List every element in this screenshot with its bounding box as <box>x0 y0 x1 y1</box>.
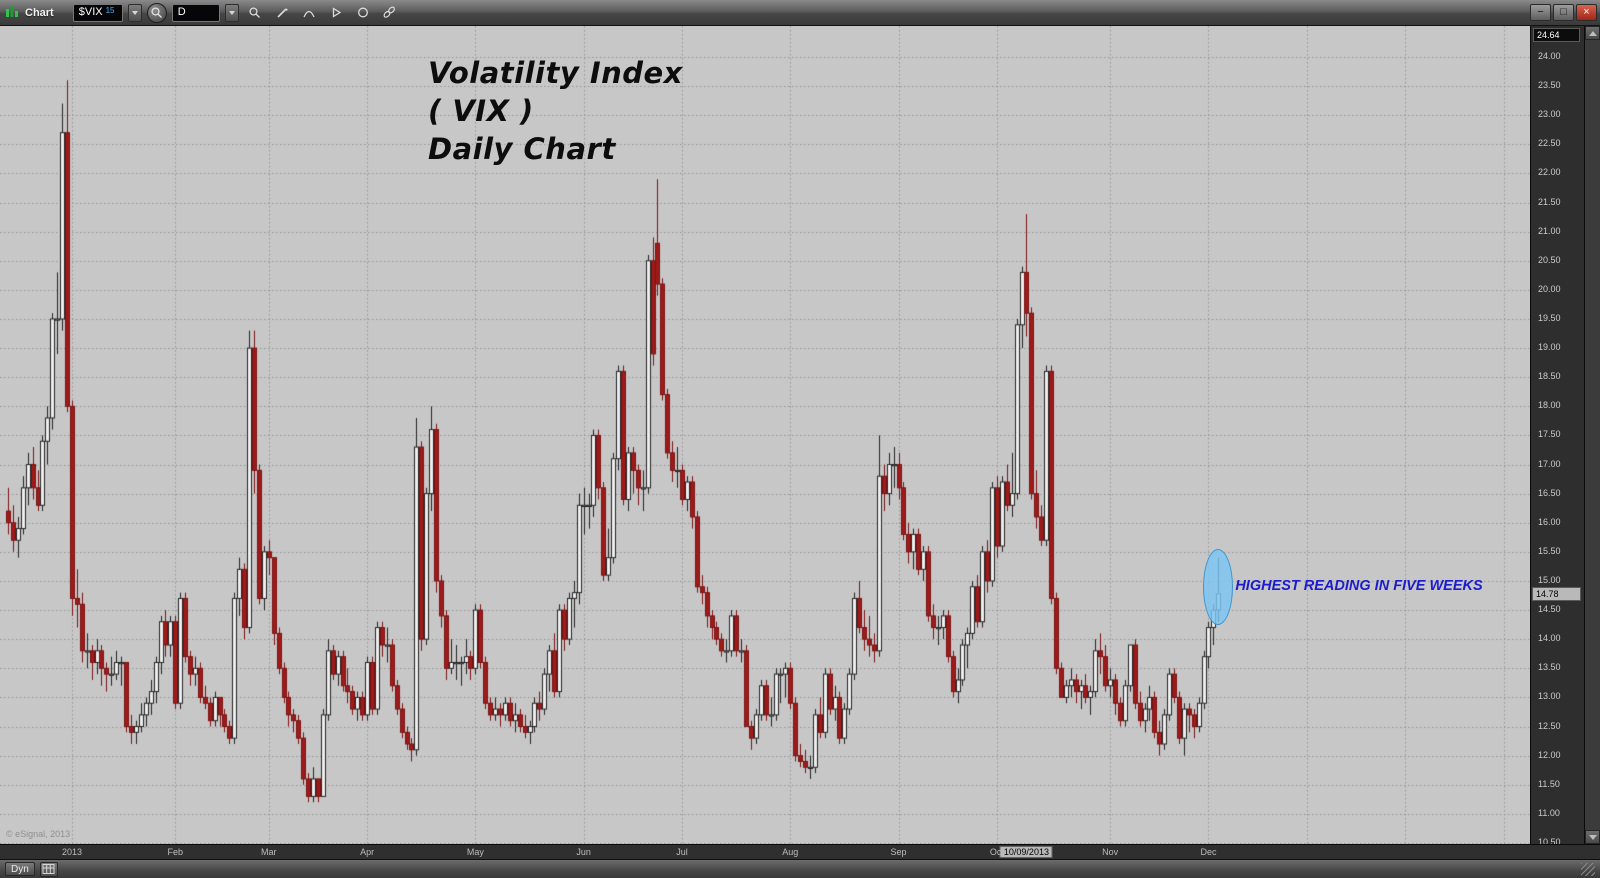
window-controls: − □ × <box>1530 4 1597 21</box>
window-title: Chart <box>25 6 54 19</box>
vertical-scrollbar[interactable] <box>1584 26 1600 844</box>
minimize-button[interactable]: − <box>1530 4 1551 21</box>
price-tick-label: 16.00 <box>1538 516 1561 527</box>
month-tick-label: Aug <box>782 847 799 857</box>
month-tick-label: Mar <box>261 847 277 857</box>
esignal-watermark: © eSignal, 2013 <box>6 829 71 839</box>
interval-dropdown[interactable] <box>224 3 239 22</box>
price-tick-label: 22.50 <box>1538 138 1561 149</box>
status-bar: Dyn <box>0 859 1600 878</box>
price-tick-label: 18.00 <box>1538 400 1561 411</box>
chart-title-line: ( VIX ) <box>428 94 534 128</box>
chevron-down-icon <box>131 10 138 15</box>
price-tick-label: 23.50 <box>1538 80 1561 91</box>
interval-input[interactable]: D <box>171 3 220 22</box>
price-tick-label: 19.50 <box>1538 312 1561 323</box>
link-button[interactable] <box>379 3 401 23</box>
price-marker-top: 24.64 <box>1533 28 1580 42</box>
month-tick-label: Sep <box>890 847 907 857</box>
price-tick-label: 21.00 <box>1538 225 1561 236</box>
close-button[interactable]: × <box>1576 4 1597 21</box>
arc-tool-button[interactable] <box>298 3 320 23</box>
price-tick-label: 23.00 <box>1538 109 1561 120</box>
price-tick-label: 13.00 <box>1538 691 1561 702</box>
restore-button[interactable]: □ <box>1553 4 1574 21</box>
price-tick-label: 21.50 <box>1538 196 1561 207</box>
price-tick-label: 16.50 <box>1538 487 1561 498</box>
highlight-annotation: HIGHEST READING IN FIVE WEEKS <box>1235 577 1483 594</box>
price-tick-label: 24.00 <box>1538 51 1561 61</box>
month-tick-label: Jul <box>676 847 688 857</box>
grid-button[interactable] <box>39 861 58 877</box>
symbol-interval-badge: 15 <box>105 5 115 15</box>
chart-annotation-title: Volatility Index ( VIX ) Daily Chart <box>428 54 683 168</box>
price-tick-label: 17.50 <box>1538 429 1561 440</box>
candlestick-canvas[interactable] <box>0 26 1530 844</box>
price-tick-label: 17.00 <box>1538 458 1561 469</box>
month-tick-label: 2013 <box>61 847 82 857</box>
chart-plot-area[interactable]: Volatility Index ( VIX ) Daily Chart HIG… <box>0 26 1530 844</box>
price-tick-label: 11.50 <box>1538 778 1560 789</box>
play-button[interactable] <box>325 3 347 23</box>
grid-icon <box>42 864 55 874</box>
crosshair-date-label: 10/09/2013 <box>999 846 1053 858</box>
symbol-dropdown[interactable] <box>127 3 142 22</box>
scroll-down-button[interactable] <box>1585 830 1600 844</box>
price-tick-label: 14.50 <box>1538 604 1561 615</box>
arc-tool-icon <box>303 10 315 18</box>
month-tick-label: Jun <box>576 847 591 857</box>
titlebar: Chart $VIX 15 D − □ × <box>0 0 1600 26</box>
price-tick-label: 10.50 <box>1538 836 1561 847</box>
price-tick-label: 22.00 <box>1538 167 1561 178</box>
app-icon <box>5 5 20 20</box>
price-tick-label: 18.50 <box>1538 371 1561 382</box>
month-tick-label: Nov <box>1102 847 1119 857</box>
symbol-value: $VIX <box>78 5 103 18</box>
price-tick-label: 19.00 <box>1538 342 1561 353</box>
play-icon <box>332 7 341 18</box>
record-button[interactable] <box>352 3 374 23</box>
scroll-up-button[interactable] <box>1585 26 1600 40</box>
price-tick-label: 15.00 <box>1538 574 1561 585</box>
month-tick-label: Oct <box>989 847 1004 857</box>
month-tick-label: Dec <box>1200 847 1217 857</box>
chart-title-line: Volatility Index <box>428 56 683 90</box>
symbol-search-icon <box>151 6 162 18</box>
zoom-button[interactable] <box>244 3 266 23</box>
price-tick-label: 13.50 <box>1538 662 1561 673</box>
price-axis[interactable]: 24.64 14.78 24.00 23.50 23.00 22.50 22.00 21.… <box>1530 26 1584 847</box>
month-tick-label: Feb <box>167 847 184 857</box>
dyn-button[interactable]: Dyn <box>5 862 35 876</box>
price-tick-label: 14.00 <box>1538 633 1561 644</box>
chevron-down-icon <box>228 10 235 15</box>
price-tick-label: 12.50 <box>1538 720 1561 731</box>
time-axis[interactable]: 10/09/2013 2013 Feb Mar Apr May Jun Jul Aug Sep O… <box>0 844 1600 859</box>
price-tick-label: 11.00 <box>1538 807 1560 818</box>
symbol-search-button[interactable] <box>146 2 167 23</box>
resize-grip[interactable] <box>1581 862 1595 876</box>
symbol-input[interactable]: $VIX 15 <box>72 3 123 22</box>
month-tick-label: May <box>466 847 484 857</box>
month-tick-label: Apr <box>360 847 375 857</box>
interval-value: D <box>177 5 186 18</box>
pencil-icon <box>277 8 288 18</box>
zoom-icon <box>249 6 260 18</box>
last-price-label: 14.78 <box>1532 586 1581 601</box>
record-icon <box>357 7 368 18</box>
price-tick-label: 12.00 <box>1538 749 1561 760</box>
pencil-button[interactable] <box>271 3 293 23</box>
link-icon <box>383 6 396 18</box>
highlight-ellipse <box>1203 548 1234 625</box>
chart-title-line: Daily Chart <box>428 132 616 166</box>
price-tick-label: 20.00 <box>1538 283 1561 294</box>
price-tick-label: 15.50 <box>1538 545 1561 556</box>
arrow-down-icon <box>1588 834 1597 840</box>
price-tick-label: 20.50 <box>1538 254 1561 265</box>
arrow-up-icon <box>1588 30 1597 36</box>
